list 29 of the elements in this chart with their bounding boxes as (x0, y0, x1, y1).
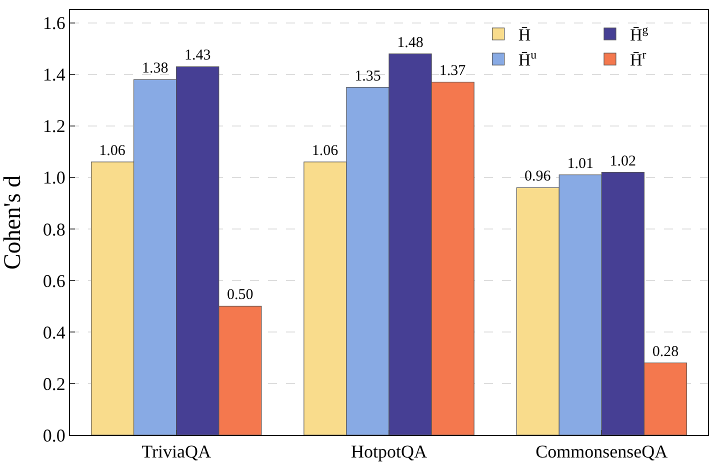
y-tick-label: 0.8 (42, 219, 66, 240)
y-axis-title: Cohen's d (0, 175, 26, 270)
text: 1.48 (397, 34, 424, 51)
text: 1.01 (567, 156, 594, 172)
y-tick-label: 0.4 (42, 322, 66, 342)
text: 1.43 (184, 48, 211, 64)
y-tick-label: 0.6 (42, 270, 66, 291)
text: 1.35 (354, 68, 381, 84)
legend-label: H̄$^{g}$ (630, 22, 648, 45)
y-tick-label: 1.2 (42, 116, 66, 136)
y-tick-label: 0.2 (42, 374, 66, 394)
y-tick-label: 1.0 (42, 168, 66, 188)
x-tick-label: TriviaQA (142, 442, 212, 462)
text: 1.06 (312, 142, 338, 159)
text: 0.50 (227, 287, 254, 304)
text: 1.06 (99, 142, 126, 159)
legend-label: H̄$^{u}$ (518, 48, 537, 70)
y-tick-label: 0.0 (42, 425, 66, 446)
text: 1.38 (142, 60, 168, 77)
legend-label: H̄$^{r}$ (630, 48, 646, 70)
y-tick-label: 1.6 (42, 13, 66, 34)
text: 1.37 (439, 63, 466, 80)
legend-label: H̄ (518, 26, 531, 45)
x-tick-label: HotpotQA (351, 442, 427, 462)
x-tick-label: CommonsenseQA (536, 442, 668, 462)
text: 0.96 (524, 168, 551, 185)
text: 1.02 (610, 153, 636, 170)
y-tick-label: 1.4 (42, 64, 66, 85)
text: 0.28 (652, 344, 679, 360)
